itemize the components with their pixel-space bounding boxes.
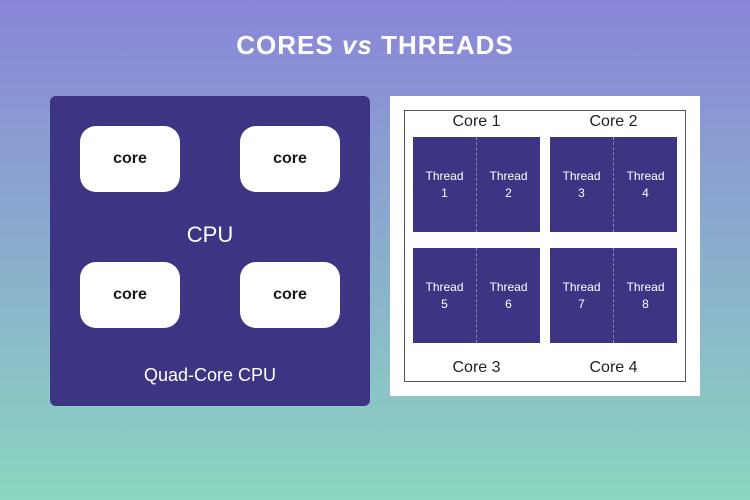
title-left: CORES (236, 30, 333, 60)
core-label-1: Core 1 (413, 113, 540, 131)
thread-cell: Thread8 (614, 248, 677, 343)
core-grid: core core core core CPU (80, 126, 340, 343)
core-label-4: Core 4 (550, 359, 677, 377)
title-right: THREADS (381, 30, 514, 60)
thread-cell: Thread7 (550, 248, 613, 343)
thread-core-box: Thread3 Thread4 (550, 137, 677, 232)
cpu-center-label: CPU (187, 222, 233, 248)
panels-row: core core core core CPU Quad-Core CPU Co… (0, 96, 750, 406)
core-label: core (113, 286, 147, 304)
core-box: core (80, 126, 180, 192)
thread-cell: Thread2 (477, 137, 540, 232)
core-box: core (80, 262, 180, 328)
thread-core-box: Thread1 Thread2 (413, 137, 540, 232)
core-label-3: Core 3 (413, 359, 540, 377)
core-label-2: Core 2 (550, 113, 677, 131)
core-label: core (113, 150, 147, 168)
core-label: core (273, 150, 307, 168)
thread-cell: Thread4 (614, 137, 677, 232)
cpu-panel: core core core core CPU Quad-Core CPU (50, 96, 370, 406)
thread-core-box: Thread7 Thread8 (550, 248, 677, 343)
thread-core-box: Thread5 Thread6 (413, 248, 540, 343)
thread-cell: Thread5 (413, 248, 476, 343)
cpu-caption: Quad-Core CPU (80, 343, 340, 386)
thread-cell: Thread3 (550, 137, 613, 232)
threads-panel: Core 1 Core 2 Thread1 Thread2 Thread3 Th… (390, 96, 700, 396)
thread-cell: Thread6 (477, 248, 540, 343)
core-label: core (273, 286, 307, 304)
page-title: CORES vs THREADS (0, 0, 750, 96)
core-box: core (240, 126, 340, 192)
title-vs: vs (342, 30, 373, 60)
thread-cell: Thread1 (413, 137, 476, 232)
core-box: core (240, 262, 340, 328)
threads-inner: Core 1 Core 2 Thread1 Thread2 Thread3 Th… (404, 110, 686, 382)
